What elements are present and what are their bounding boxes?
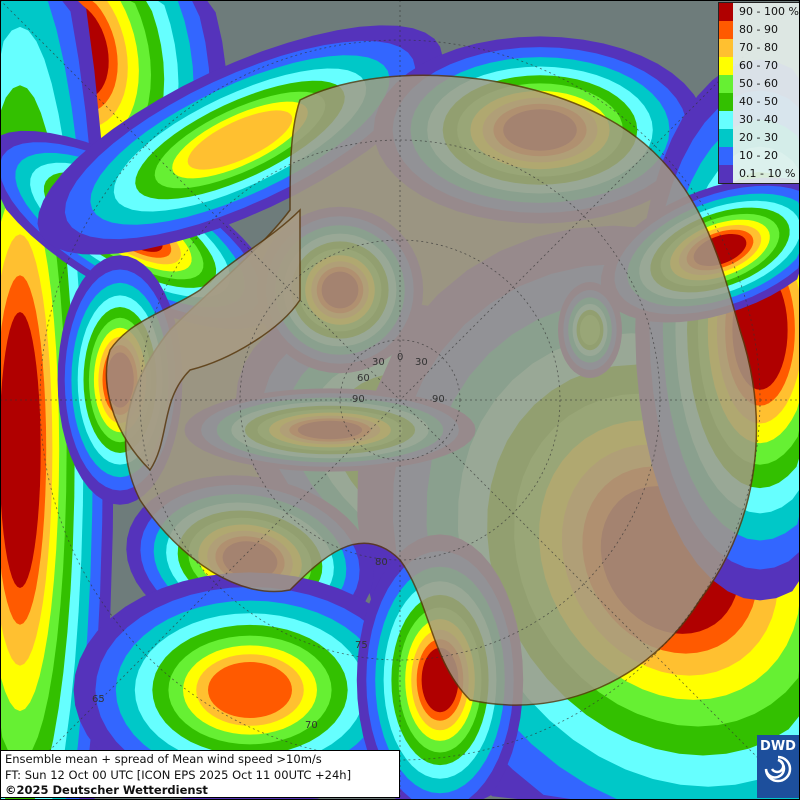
legend-item: 90 - 100 % [719, 3, 799, 21]
legend-label: 10 - 20 [739, 149, 778, 162]
legend-swatch [719, 129, 733, 147]
grid-label: 70 [305, 720, 318, 731]
grid-label: 30 [415, 357, 428, 368]
legend: 90 - 100 % 80 - 90 70 - 80 60 - 70 50 - 60 40… [718, 2, 800, 184]
legend-swatch [719, 75, 733, 93]
legend-item: 70 - 80 [719, 39, 799, 57]
wind-probability-contour [187, 110, 293, 170]
legend-item: 50 - 60 [719, 75, 799, 93]
legend-swatch [719, 57, 733, 75]
swirl-icon [764, 755, 792, 783]
wind-probability-contour [0, 312, 41, 588]
legend-item: 80 - 90 [719, 21, 799, 39]
forecast-time: FT: Sun 12 Oct 00 UTC [ICON EPS 2025 Oct… [5, 767, 352, 782]
antarctic-peninsula [105, 208, 301, 472]
legend-swatch [719, 3, 733, 21]
legend-label: 80 - 90 [739, 23, 778, 36]
grid-label: 90 [432, 394, 445, 405]
grid-label: 65 [92, 694, 105, 705]
legend-label: 90 - 100 % [739, 5, 799, 18]
copyright: ©2025 Deutscher Wetterdienst [5, 783, 208, 797]
legend-swatch [719, 147, 733, 165]
legend-item: 10 - 20 [719, 147, 799, 165]
legend-label: 70 - 80 [739, 41, 778, 54]
legend-swatch [719, 111, 733, 129]
grid-label: 0 [397, 352, 404, 363]
legend-swatch [719, 165, 733, 183]
grid-label: 80 [375, 557, 388, 568]
product-title: Ensemble mean + spread of Mean wind spee… [5, 752, 322, 766]
legend-label: 20 - 30 [739, 131, 778, 144]
legend-swatch [719, 39, 733, 57]
info-box: Ensemble mean + spread of Mean wind spee… [0, 750, 400, 798]
grid-label: 30 [372, 357, 385, 368]
legend-label: 0.1 - 10 % [739, 167, 796, 180]
legend-item: 60 - 70 [719, 57, 799, 75]
legend-swatch [719, 21, 733, 39]
dwd-logo: DWD [757, 735, 799, 798]
grid-label: 75 [355, 640, 368, 651]
legend-item: 20 - 30 [719, 129, 799, 147]
wind-probability-contour [208, 662, 292, 718]
grid-label: 90 [352, 394, 365, 405]
dwd-logo-text: DWD [760, 739, 796, 754]
legend-label: 30 - 40 [739, 113, 778, 126]
legend-swatch [719, 93, 733, 111]
grid-label: 60 [357, 373, 370, 384]
legend-label: 50 - 60 [739, 77, 778, 90]
legend-label: 40 - 50 [739, 95, 778, 108]
legend-item: 30 - 40 [719, 111, 799, 129]
legend-item: 40 - 50 [719, 93, 799, 111]
legend-item: 0.1 - 10 % [719, 165, 799, 183]
legend-label: 60 - 70 [739, 59, 778, 72]
